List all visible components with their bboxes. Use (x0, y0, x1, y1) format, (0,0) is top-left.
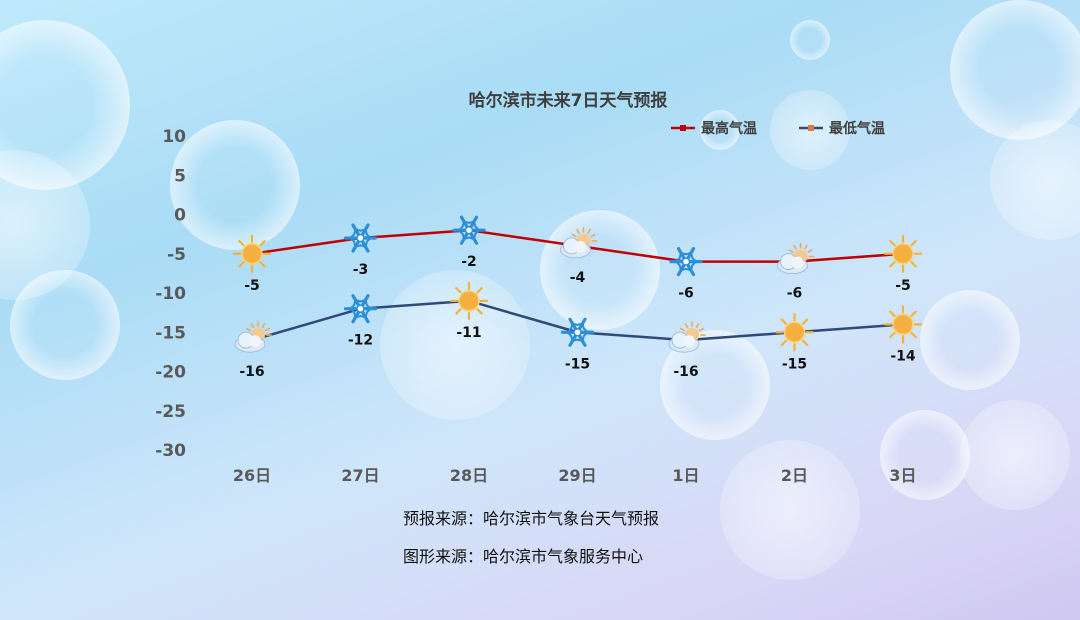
data-label: -16 (673, 364, 698, 380)
x-tick-label: 2日 (781, 466, 808, 485)
y-tick-label: 0 (174, 206, 186, 226)
data-label: -11 (456, 325, 481, 341)
data-label: -4 (570, 270, 586, 286)
sun-icon (883, 234, 923, 273)
data-labels: -5 -3 -2 -4 -6 -6 -5 -16 -12 -11 -15 -16 -15 -14 (239, 254, 916, 380)
chart-legend: 最高气温 最低气温 (671, 120, 885, 137)
data-label: -15 (565, 356, 590, 372)
y-tick-label: -10 (155, 284, 186, 304)
sun-icon (775, 313, 814, 352)
data-label: -2 (461, 254, 477, 270)
legend-item: 最低气温 (799, 120, 885, 137)
x-tick-label: 1日 (672, 466, 699, 485)
graphic-source-text: 图形来源：哈尔滨市气象服务中心 (403, 547, 644, 566)
data-label: -15 (782, 356, 807, 372)
data-label: -3 (353, 262, 369, 278)
x-axis: 26日 27日 28日 29日 1日 2日 3日 (233, 466, 917, 485)
data-label: -16 (239, 364, 264, 380)
data-label: -6 (787, 286, 803, 302)
y-tick-label: -20 (155, 363, 186, 383)
y-tick-label: 5 (174, 166, 186, 186)
cloudy-sun-icon (560, 227, 598, 259)
y-tick-label: 10 (162, 127, 186, 147)
y-tick-label: -5 (167, 245, 186, 265)
x-tick-label: 3日 (889, 466, 916, 485)
cloudy-sun-icon (668, 321, 706, 353)
snowflake-icon (343, 223, 378, 253)
snowflake-icon (560, 317, 595, 347)
x-tick-label: 28日 (450, 466, 488, 485)
forecast-source-text: 预报来源：哈尔滨市气象台天气预报 (403, 509, 660, 528)
legend-label: 最低气温 (829, 120, 885, 137)
sun-icon (232, 234, 272, 273)
weather-icons (232, 215, 923, 353)
snowflake-icon (452, 215, 486, 245)
snowflake-icon (669, 247, 703, 277)
sun-icon (449, 281, 489, 320)
y-tick-label: -25 (155, 402, 186, 422)
legend-label: 最高气温 (701, 120, 757, 137)
chart-title: 哈尔滨市未来7日天气预报 (469, 90, 668, 111)
legend-item: 最高气温 (671, 120, 757, 137)
data-label: -6 (678, 286, 694, 302)
cloudy-sun-icon (234, 321, 272, 353)
snowflake-icon (343, 294, 378, 324)
data-label: -5 (244, 278, 260, 294)
sun-icon (883, 305, 923, 344)
x-tick-label: 26日 (233, 466, 271, 485)
y-axis: 10 5 0 -5 -10 -15 -20 -25 -30 (155, 127, 186, 461)
x-tick-label: 27日 (341, 466, 379, 485)
x-tick-label: 29日 (558, 466, 596, 485)
data-label: -5 (895, 278, 911, 294)
data-label: -12 (348, 333, 373, 349)
cloudy-sun-icon (777, 242, 815, 275)
y-tick-label: -15 (155, 323, 186, 343)
data-label: -14 (890, 348, 916, 364)
y-tick-label: -30 (155, 441, 186, 461)
